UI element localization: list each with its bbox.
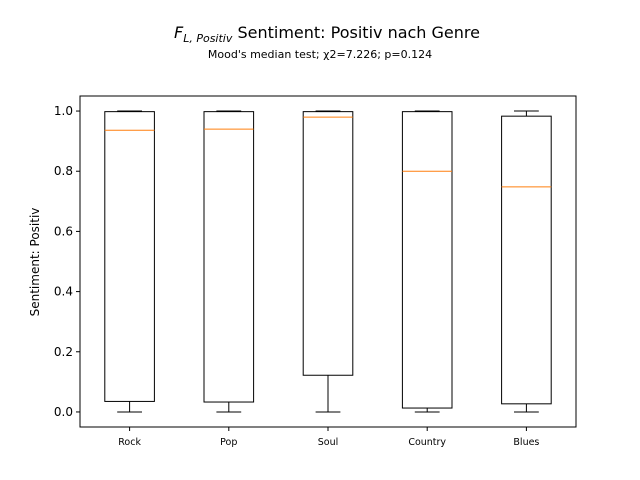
y-tick-label: 0.0 xyxy=(54,405,73,419)
box-blues xyxy=(501,110,552,413)
box-iqr xyxy=(104,111,155,402)
box-iqr xyxy=(203,111,255,403)
title-symbol-subscript: L, Positiv xyxy=(183,32,233,45)
x-tick-label: Blues xyxy=(513,437,539,448)
y-tick-label: 1.0 xyxy=(54,104,73,118)
box-country xyxy=(401,110,453,413)
y-tick-label: 0.2 xyxy=(54,345,73,359)
y-tick-label: 0.8 xyxy=(54,164,73,178)
title-text: Sentiment: Positiv nach Genre xyxy=(232,23,480,42)
x-tick-label: Country xyxy=(408,437,446,448)
box-rock xyxy=(104,110,155,413)
chart-subtitle: Mood's median test; χ2=7.226; p=0.124 xyxy=(208,48,432,61)
y-axis-label: Sentiment: Positiv xyxy=(28,208,42,317)
box-iqr xyxy=(302,111,354,376)
box-iqr xyxy=(501,115,552,405)
title-symbol: F xyxy=(174,23,184,42)
x-tick-label: Soul xyxy=(318,437,339,448)
box-pop xyxy=(203,110,255,413)
x-tick-label: Rock xyxy=(118,437,141,448)
y-tick-label: 0.6 xyxy=(54,224,73,238)
plot-area: 0.0 0.2 0.4 0.6 0.8 1.0 Rock Pop Soul Country Blue… xyxy=(54,95,577,448)
box-soul xyxy=(302,110,354,413)
box-iqr xyxy=(401,111,453,409)
chart-title: FL, Positiv Sentiment: Positiv nach Genr… xyxy=(174,23,480,45)
y-tick-label: 0.4 xyxy=(54,285,73,299)
x-tick-label: Pop xyxy=(220,437,237,448)
